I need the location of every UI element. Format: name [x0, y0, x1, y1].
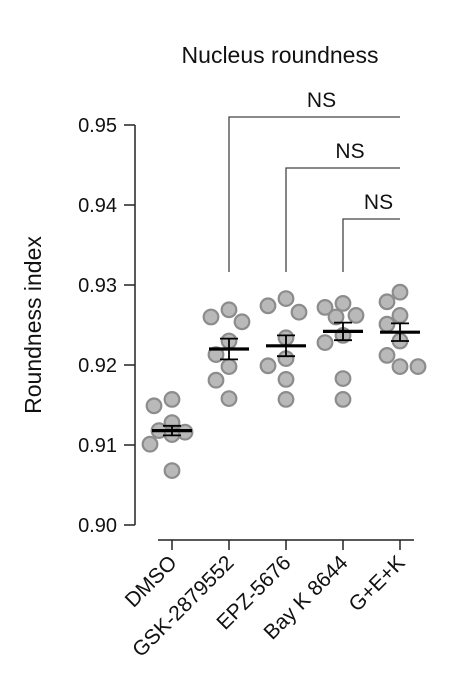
significance-label: NS — [307, 89, 336, 112]
data-point — [334, 295, 352, 312]
data-point — [327, 308, 345, 326]
data-point — [277, 371, 295, 388]
data-point — [141, 435, 159, 453]
data-point — [409, 358, 427, 376]
data-point — [316, 299, 334, 316]
data-point — [259, 297, 277, 315]
y-tick-label: 0.94 — [78, 195, 117, 217]
data-point — [145, 397, 163, 415]
x-tick-label: GSK-2879552 — [128, 551, 238, 661]
data-point — [163, 462, 181, 480]
data-point — [233, 313, 251, 331]
data-point — [220, 358, 238, 376]
significance-brackets: NS NS NS — [228, 89, 400, 272]
data-point — [163, 391, 181, 408]
data-point — [391, 283, 409, 301]
data-point — [277, 290, 295, 308]
data-point — [378, 293, 396, 311]
y-tick-label: 0.93 — [78, 275, 117, 297]
data-point — [207, 346, 225, 364]
y-tick-label: 0.90 — [78, 515, 117, 537]
data-point — [334, 391, 352, 408]
data-point — [220, 301, 238, 319]
mean-sem-bars — [152, 321, 420, 437]
data-point — [391, 307, 409, 324]
significance-bracket — [228, 116, 400, 272]
y-ticks: 0.90 0.91 0.92 0.93 0.94 0.95 — [78, 115, 135, 537]
y-axis-label: Roundness index — [20, 236, 46, 414]
significance-label: NS — [364, 191, 393, 214]
data-point — [347, 307, 365, 324]
data-point — [277, 391, 295, 408]
data-point — [334, 370, 352, 388]
data-point — [202, 308, 220, 326]
data-point — [391, 358, 409, 376]
data-point — [290, 303, 308, 321]
data-point — [316, 334, 334, 352]
significance-bracket — [285, 167, 400, 272]
y-tick-label: 0.91 — [78, 435, 117, 457]
significance-bracket — [342, 218, 400, 272]
data-point — [378, 347, 396, 364]
data-point — [207, 371, 225, 389]
significance-label: NS — [335, 140, 364, 163]
data-point — [259, 357, 277, 375]
chart-title: Nucleus roundness — [182, 42, 379, 68]
y-tick-label: 0.92 — [78, 355, 117, 377]
data-point — [220, 390, 238, 408]
y-tick-label: 0.95 — [78, 115, 117, 137]
x-tick-label: G+E+K — [345, 551, 410, 616]
axes — [134, 125, 414, 541]
data-points — [141, 283, 427, 480]
